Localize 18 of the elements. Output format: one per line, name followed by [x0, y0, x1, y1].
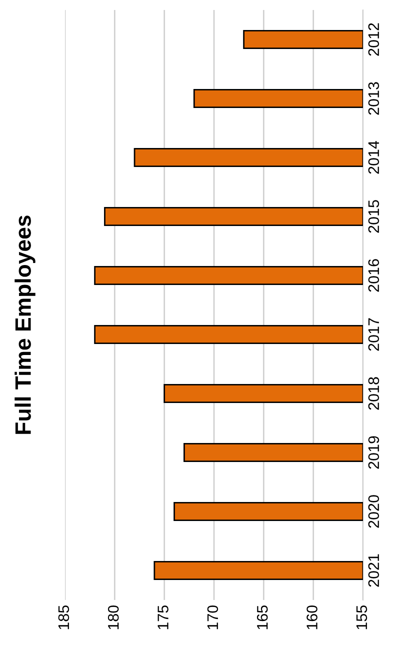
y-tick-label: 2020 — [368, 495, 380, 528]
x-tick-label: 170 — [207, 605, 218, 630]
y-tick-label: 2015 — [368, 200, 380, 233]
y-tick-label: 2018 — [368, 377, 380, 410]
text: Full Time Employees — [14, 216, 36, 434]
x-tick-label: 155 — [356, 606, 368, 630]
y-tick-label: 2019 — [368, 436, 380, 469]
y-tick-label: 2014 — [368, 140, 380, 174]
y-tick-label: 2012 — [368, 23, 380, 56]
x-tick-label: 160 — [306, 605, 318, 630]
y-tick-label: 2017 — [368, 318, 380, 351]
x-tick-label: 185 — [58, 606, 70, 630]
y-tick-label: 2016 — [368, 259, 380, 292]
x-tick-label: 180 — [108, 605, 119, 630]
x-tick-label: 165 — [256, 606, 268, 630]
y-tick-label: 2021 — [368, 554, 380, 587]
x-tick-label: 175 — [158, 606, 168, 630]
y-tick-label: 2013 — [368, 82, 380, 115]
